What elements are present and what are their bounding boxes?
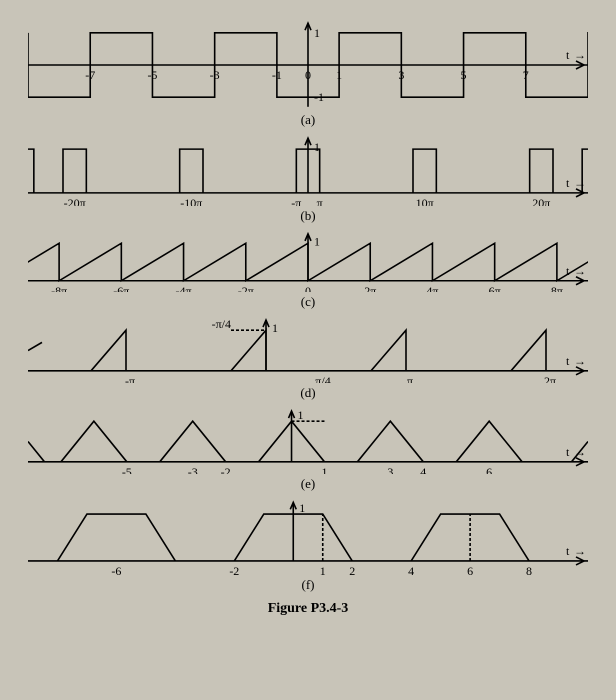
svg-text:t: t [566,264,570,278]
panel-a: -7-5-3-1013571-1t→(a) [28,20,588,128]
svg-text:1: 1 [314,140,320,154]
panel-b: -20π -10π -π π 10π 20π 1 t → (b) [28,136,588,224]
svg-text:t: t [566,544,570,558]
chart-e: -5 -3 -2 1 3 4 6 1 t → [28,409,588,474]
figure-title: Figure P3.4-3 [20,601,596,617]
svg-text:→: → [574,264,586,278]
svg-text:π: π [407,374,413,383]
svg-text:2π: 2π [544,374,556,383]
svg-text:3: 3 [398,68,404,82]
svg-text:-3: -3 [210,68,220,82]
chart-b: -20π -10π -π π 10π 20π 1 t → [28,136,588,206]
panel-e: -5 -3 -2 1 3 4 6 1 t → (e) [28,409,588,492]
svg-text:-π/4: -π/4 [212,318,231,331]
svg-text:5: 5 [461,68,467,82]
svg-text:10π: 10π [416,196,434,206]
svg-text:0: 0 [305,68,311,82]
svg-text:→: → [574,544,586,558]
caption-a: (a) [28,112,588,128]
svg-text:1: 1 [299,501,305,515]
chart-a: -7-5-3-1013571-1t→ [28,20,588,110]
caption-b: (b) [28,208,588,224]
svg-text:2: 2 [349,564,355,575]
svg-text:-20π: -20π [64,196,86,206]
svg-text:-5: -5 [147,68,157,82]
svg-text:1: 1 [314,234,320,248]
chart-c: -8π -6π -4π -2π 0 2π 4π 6π 8π 1 t → [28,232,588,292]
svg-text:20π: 20π [532,196,550,206]
svg-text:-10π: -10π [180,196,202,206]
svg-text:4: 4 [408,564,414,575]
panel-f: -6 -2 1 2 4 6 8 1 t → (f) [28,500,588,593]
chart-f: -6 -2 1 2 4 6 8 1 t → [28,500,588,575]
svg-text:6π: 6π [489,284,501,292]
svg-text:3: 3 [387,465,393,474]
svg-text:-π: -π [125,374,135,383]
svg-text:t: t [566,354,570,368]
svg-text:π: π [317,196,323,206]
svg-text:1: 1 [321,465,327,474]
svg-text:-8π: -8π [51,284,67,292]
svg-text:→: → [574,48,586,62]
svg-text:-7: -7 [85,68,95,82]
svg-text:-3: -3 [188,465,198,474]
svg-text:-2: -2 [229,564,239,575]
panel-d: -π -π/4 π/4 π 2π 1 t → (d) [28,318,588,401]
svg-text:-1: -1 [272,68,282,82]
caption-c: (c) [28,294,588,310]
svg-text:8: 8 [526,564,532,575]
svg-text:-4π: -4π [176,284,192,292]
svg-text:-6: -6 [111,564,121,575]
svg-text:t: t [566,48,570,62]
svg-text:6: 6 [486,465,492,474]
svg-text:→: → [574,176,586,190]
svg-text:→: → [574,445,586,459]
svg-text:-2π: -2π [238,284,254,292]
svg-text:6: 6 [467,564,473,575]
svg-text:4: 4 [420,465,426,474]
chart-d: -π -π/4 π/4 π 2π 1 t → [28,318,588,383]
svg-text:π/4: π/4 [315,374,330,383]
svg-text:7: 7 [523,68,529,82]
svg-text:-6π: -6π [113,284,129,292]
svg-text:→: → [574,354,586,368]
svg-text:-5: -5 [122,465,132,474]
svg-text:1: 1 [298,409,304,422]
svg-text:4π: 4π [426,284,438,292]
caption-d: (d) [28,385,588,401]
svg-text:1: 1 [336,68,342,82]
svg-text:1: 1 [320,564,326,575]
svg-text:t: t [566,445,570,459]
svg-text:t: t [566,176,570,190]
svg-text:8π: 8π [551,284,563,292]
caption-f: (f) [28,577,588,593]
svg-text:-π: -π [291,196,301,206]
svg-text:0: 0 [305,284,311,292]
svg-text:-1: -1 [314,90,324,104]
svg-text:-2: -2 [221,465,231,474]
svg-text:1: 1 [272,321,278,335]
panel-c: -8π -6π -4π -2π 0 2π 4π 6π 8π 1 t → (c) [28,232,588,310]
svg-text:1: 1 [314,26,320,40]
svg-text:2π: 2π [364,284,376,292]
caption-e: (e) [28,476,588,492]
